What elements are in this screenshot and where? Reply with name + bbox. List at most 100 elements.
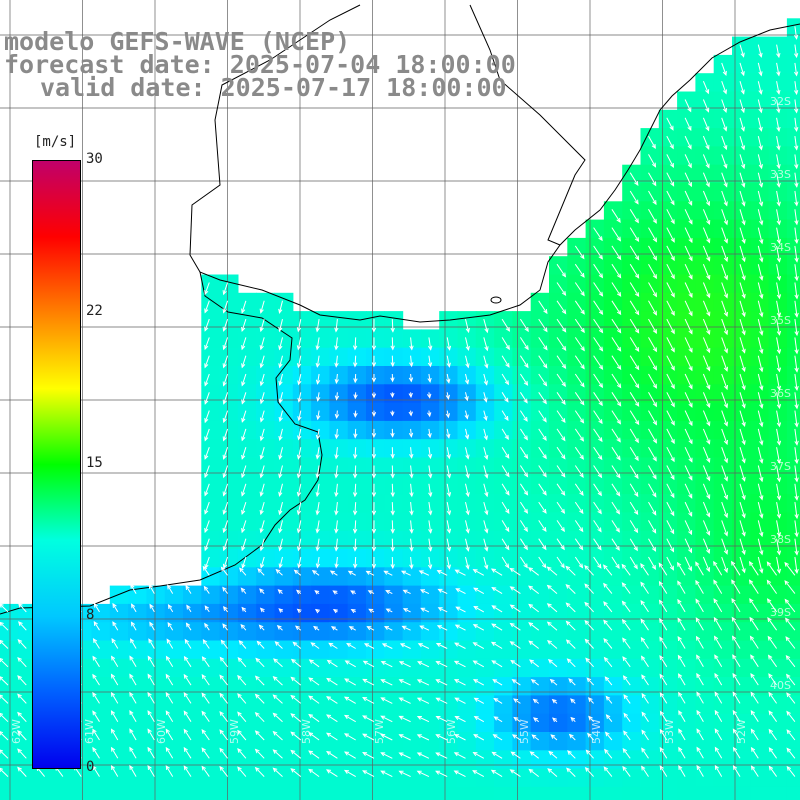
- wind-arrow: [390, 428, 395, 438]
- wind-arrow: [538, 373, 548, 387]
- wind-arrow: [454, 642, 466, 649]
- wind-arrow: [219, 656, 228, 668]
- wind-speed-cell: [768, 292, 788, 312]
- wind-arrow: [183, 710, 192, 722]
- wind-arrow: [648, 465, 657, 480]
- wind-speed-cell: [402, 695, 422, 715]
- lat-label: 38S: [770, 533, 791, 546]
- wind-speed-cell: [128, 713, 147, 733]
- wind-speed-cell: [713, 713, 733, 733]
- wind-arrow: [278, 300, 283, 314]
- wind-speed-cell: [640, 732, 660, 751]
- wind-speed-cell: [677, 512, 696, 532]
- wind-speed-cell: [402, 530, 422, 550]
- wind-arrow: [684, 520, 693, 536]
- wind-arrow: [241, 373, 247, 387]
- wind-speed-cell: [201, 622, 221, 642]
- wind-arrow: [528, 640, 540, 649]
- wind-speed-cell: [732, 732, 751, 751]
- wind-speed-cell: [237, 677, 257, 696]
- wind-speed-cell: [603, 786, 623, 800]
- wind-arrow: [427, 337, 433, 351]
- wind-arrow: [296, 465, 302, 479]
- wind-arrow: [739, 373, 746, 391]
- wind-arrow: [776, 428, 782, 446]
- wind-arrow: [416, 752, 430, 759]
- wind-arrow: [222, 300, 229, 314]
- wind-arrow: [204, 447, 210, 460]
- wind-arrow: [739, 154, 746, 170]
- wind-arrow: [593, 556, 602, 569]
- wind-speed-cell: [750, 585, 770, 605]
- wind-arrow: [721, 373, 728, 391]
- wind-speed-cell: [219, 311, 239, 330]
- wind-arrow: [757, 154, 763, 170]
- wind-speed-cell: [219, 750, 239, 770]
- wind-arrow: [241, 318, 247, 332]
- wind-arrow: [721, 190, 728, 207]
- wind-speed-cell: [475, 494, 495, 513]
- wind-speed-cell: [109, 732, 129, 751]
- wind-speed-cell: [311, 695, 330, 715]
- wind-arrow: [750, 728, 759, 741]
- wind-speed-cell: [640, 457, 660, 477]
- wind-speed-cell: [768, 622, 788, 642]
- wind-arrow: [648, 300, 657, 316]
- wind-arrow: [677, 598, 686, 613]
- wind-speed-cell: [402, 420, 422, 440]
- wind-arrow: [501, 373, 510, 386]
- wind-arrow: [556, 373, 566, 388]
- wind-speed-cell: [347, 512, 367, 532]
- wind-speed-cell: [695, 274, 715, 294]
- wind-arrow: [278, 318, 283, 333]
- wind-speed-cell: [750, 658, 770, 678]
- wind-arrow: [254, 711, 265, 723]
- wind-arrow: [454, 569, 466, 576]
- wind-arrow: [678, 691, 686, 704]
- wind-arrow: [92, 765, 100, 777]
- wind-speed-cell: [311, 402, 330, 422]
- wind-arrow: [493, 716, 503, 723]
- wind-arrow: [776, 483, 782, 501]
- wind-arrow: [204, 483, 210, 497]
- wind-arrow: [593, 282, 604, 297]
- wind-arrow: [648, 373, 657, 389]
- wind-arrow: [713, 579, 723, 594]
- wind-speed-cell: [420, 768, 440, 788]
- wind-arrow: [315, 337, 320, 351]
- wind-arrow: [757, 538, 764, 556]
- wind-speed-cell: [732, 768, 751, 788]
- wind-arrow: [465, 465, 470, 479]
- wind-arrow: [768, 747, 778, 759]
- wind-speed-cell: [164, 603, 184, 623]
- wind-arrow: [702, 99, 710, 113]
- wind-arrow: [473, 697, 485, 704]
- wind-arrow: [766, 561, 778, 576]
- wind-speed-cell: [183, 713, 202, 733]
- wind-arrow: [666, 282, 675, 298]
- wind-arrow: [343, 751, 356, 759]
- wind-speed-cell: [183, 622, 202, 642]
- wind-arrow: [776, 154, 781, 170]
- wind-arrow: [794, 447, 799, 465]
- wind-arrow: [640, 618, 649, 631]
- wind-arrow: [0, 621, 9, 631]
- wind-arrow: [776, 392, 782, 410]
- wind-speed-cell: [494, 768, 513, 788]
- wind-arrow: [556, 318, 567, 333]
- wind-arrow: [417, 661, 430, 668]
- border-line: [469, 4, 586, 246]
- wind-arrow: [465, 538, 470, 552]
- wind-arrow: [203, 585, 210, 594]
- wind-speed-cell: [384, 567, 404, 587]
- wind-speed-cell: [640, 677, 660, 696]
- wind-speed-cell: [329, 530, 349, 550]
- wind-speed-cell: [677, 164, 696, 184]
- lon-label: 53W: [662, 719, 676, 744]
- wind-arrow: [380, 752, 393, 759]
- wind-arrow: [428, 520, 433, 534]
- wind-speed-cell: [457, 677, 477, 696]
- wind-speed-cell: [439, 494, 459, 513]
- wind-arrow: [362, 697, 375, 704]
- wind-arrow: [296, 318, 302, 333]
